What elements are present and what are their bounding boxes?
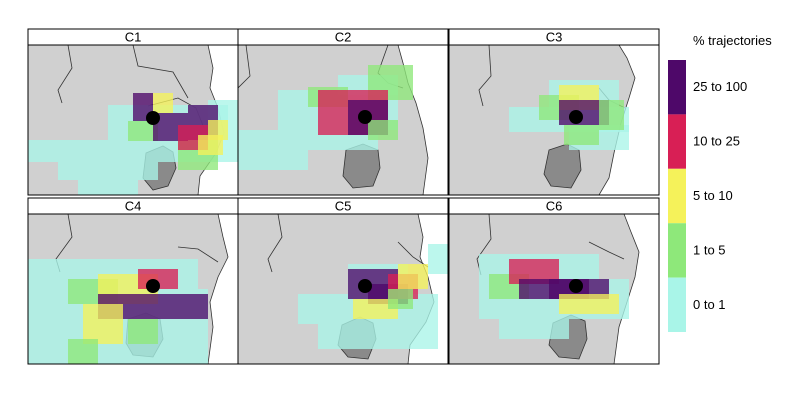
trajectory-cell <box>428 244 448 274</box>
trajectory-cell <box>83 304 123 344</box>
legend-swatch <box>668 223 686 278</box>
legend-swatch <box>668 114 686 169</box>
panel-title: C2 <box>335 30 352 45</box>
map-area <box>237 213 449 365</box>
trajectory-cell <box>398 264 428 289</box>
trajectory-cells <box>509 80 629 150</box>
map-panel-c6: C6 <box>448 197 660 365</box>
source-point <box>146 111 160 125</box>
trajectory-cell <box>78 180 138 195</box>
source-point <box>569 110 583 124</box>
border-line <box>57 45 73 104</box>
source-point <box>358 110 372 124</box>
panel-title: C5 <box>335 199 352 214</box>
map-panel-c3: C3 <box>448 28 660 196</box>
map-area <box>27 213 239 365</box>
panel-frame <box>237 44 449 196</box>
border-line <box>588 241 625 260</box>
trajectory-cell <box>153 93 173 113</box>
map-area <box>27 44 239 196</box>
trajectory-cells <box>28 93 238 195</box>
trajectory-cell <box>128 319 158 344</box>
border-line <box>132 45 189 99</box>
panel-title: C1 <box>125 30 142 45</box>
panel-frame <box>237 213 449 365</box>
map-area <box>448 44 660 196</box>
map-area <box>448 213 660 365</box>
source-point <box>569 279 583 293</box>
trajectory-cell <box>128 121 158 141</box>
legend-label: 5 to 10 <box>693 188 733 203</box>
panel-title: C6 <box>546 199 563 214</box>
trajectory-cell <box>559 294 619 314</box>
map-panel-c1: C1 <box>27 28 239 196</box>
trajectory-cell <box>368 120 398 140</box>
panel-frame <box>448 44 660 196</box>
legend-label: 25 to 100 <box>693 79 747 94</box>
trajectory-cells <box>298 244 448 349</box>
map-area <box>237 44 449 196</box>
trajectory-cell <box>318 324 438 349</box>
legend-swatch <box>668 277 686 332</box>
border-line <box>177 246 219 263</box>
trajectory-cell <box>198 135 223 155</box>
trajectory-cell <box>599 100 624 130</box>
panel-frame <box>448 213 660 365</box>
border-line <box>267 214 283 273</box>
map-panel-c2: C2 <box>237 28 449 196</box>
trajectory-cell <box>58 162 158 180</box>
trajectory-cells <box>238 65 413 170</box>
border-line <box>397 241 429 268</box>
panel-title: C4 <box>125 199 142 214</box>
legend-label: 0 to 1 <box>693 297 726 312</box>
border-line <box>238 45 251 89</box>
trajectory-cell <box>499 319 569 339</box>
trajectory-cell <box>68 339 98 364</box>
legend-label: 10 to 25 <box>693 134 740 149</box>
trajectory-cell <box>238 150 308 170</box>
legend-title: % trajectories <box>693 33 772 48</box>
trajectory-cell <box>388 289 413 309</box>
source-point <box>146 279 160 293</box>
panel-title: C3 <box>546 30 563 45</box>
legend-label: 1 to 5 <box>693 242 726 257</box>
trajectory-cells <box>28 259 208 364</box>
source-point <box>358 279 372 293</box>
trajectory-cell <box>353 299 398 319</box>
map-panel-c4: C4 <box>27 197 239 365</box>
legend-swatch <box>668 60 686 115</box>
legend: % trajectories 25 to 100 10 to 25 5 to 10 1… <box>668 33 772 332</box>
border-line <box>478 45 492 107</box>
map-panel-c5: C5 <box>237 197 449 365</box>
legend-swatch <box>668 168 686 224</box>
lake <box>342 143 381 189</box>
trajectory-cells <box>479 254 629 339</box>
trajectory-cell <box>564 125 599 145</box>
